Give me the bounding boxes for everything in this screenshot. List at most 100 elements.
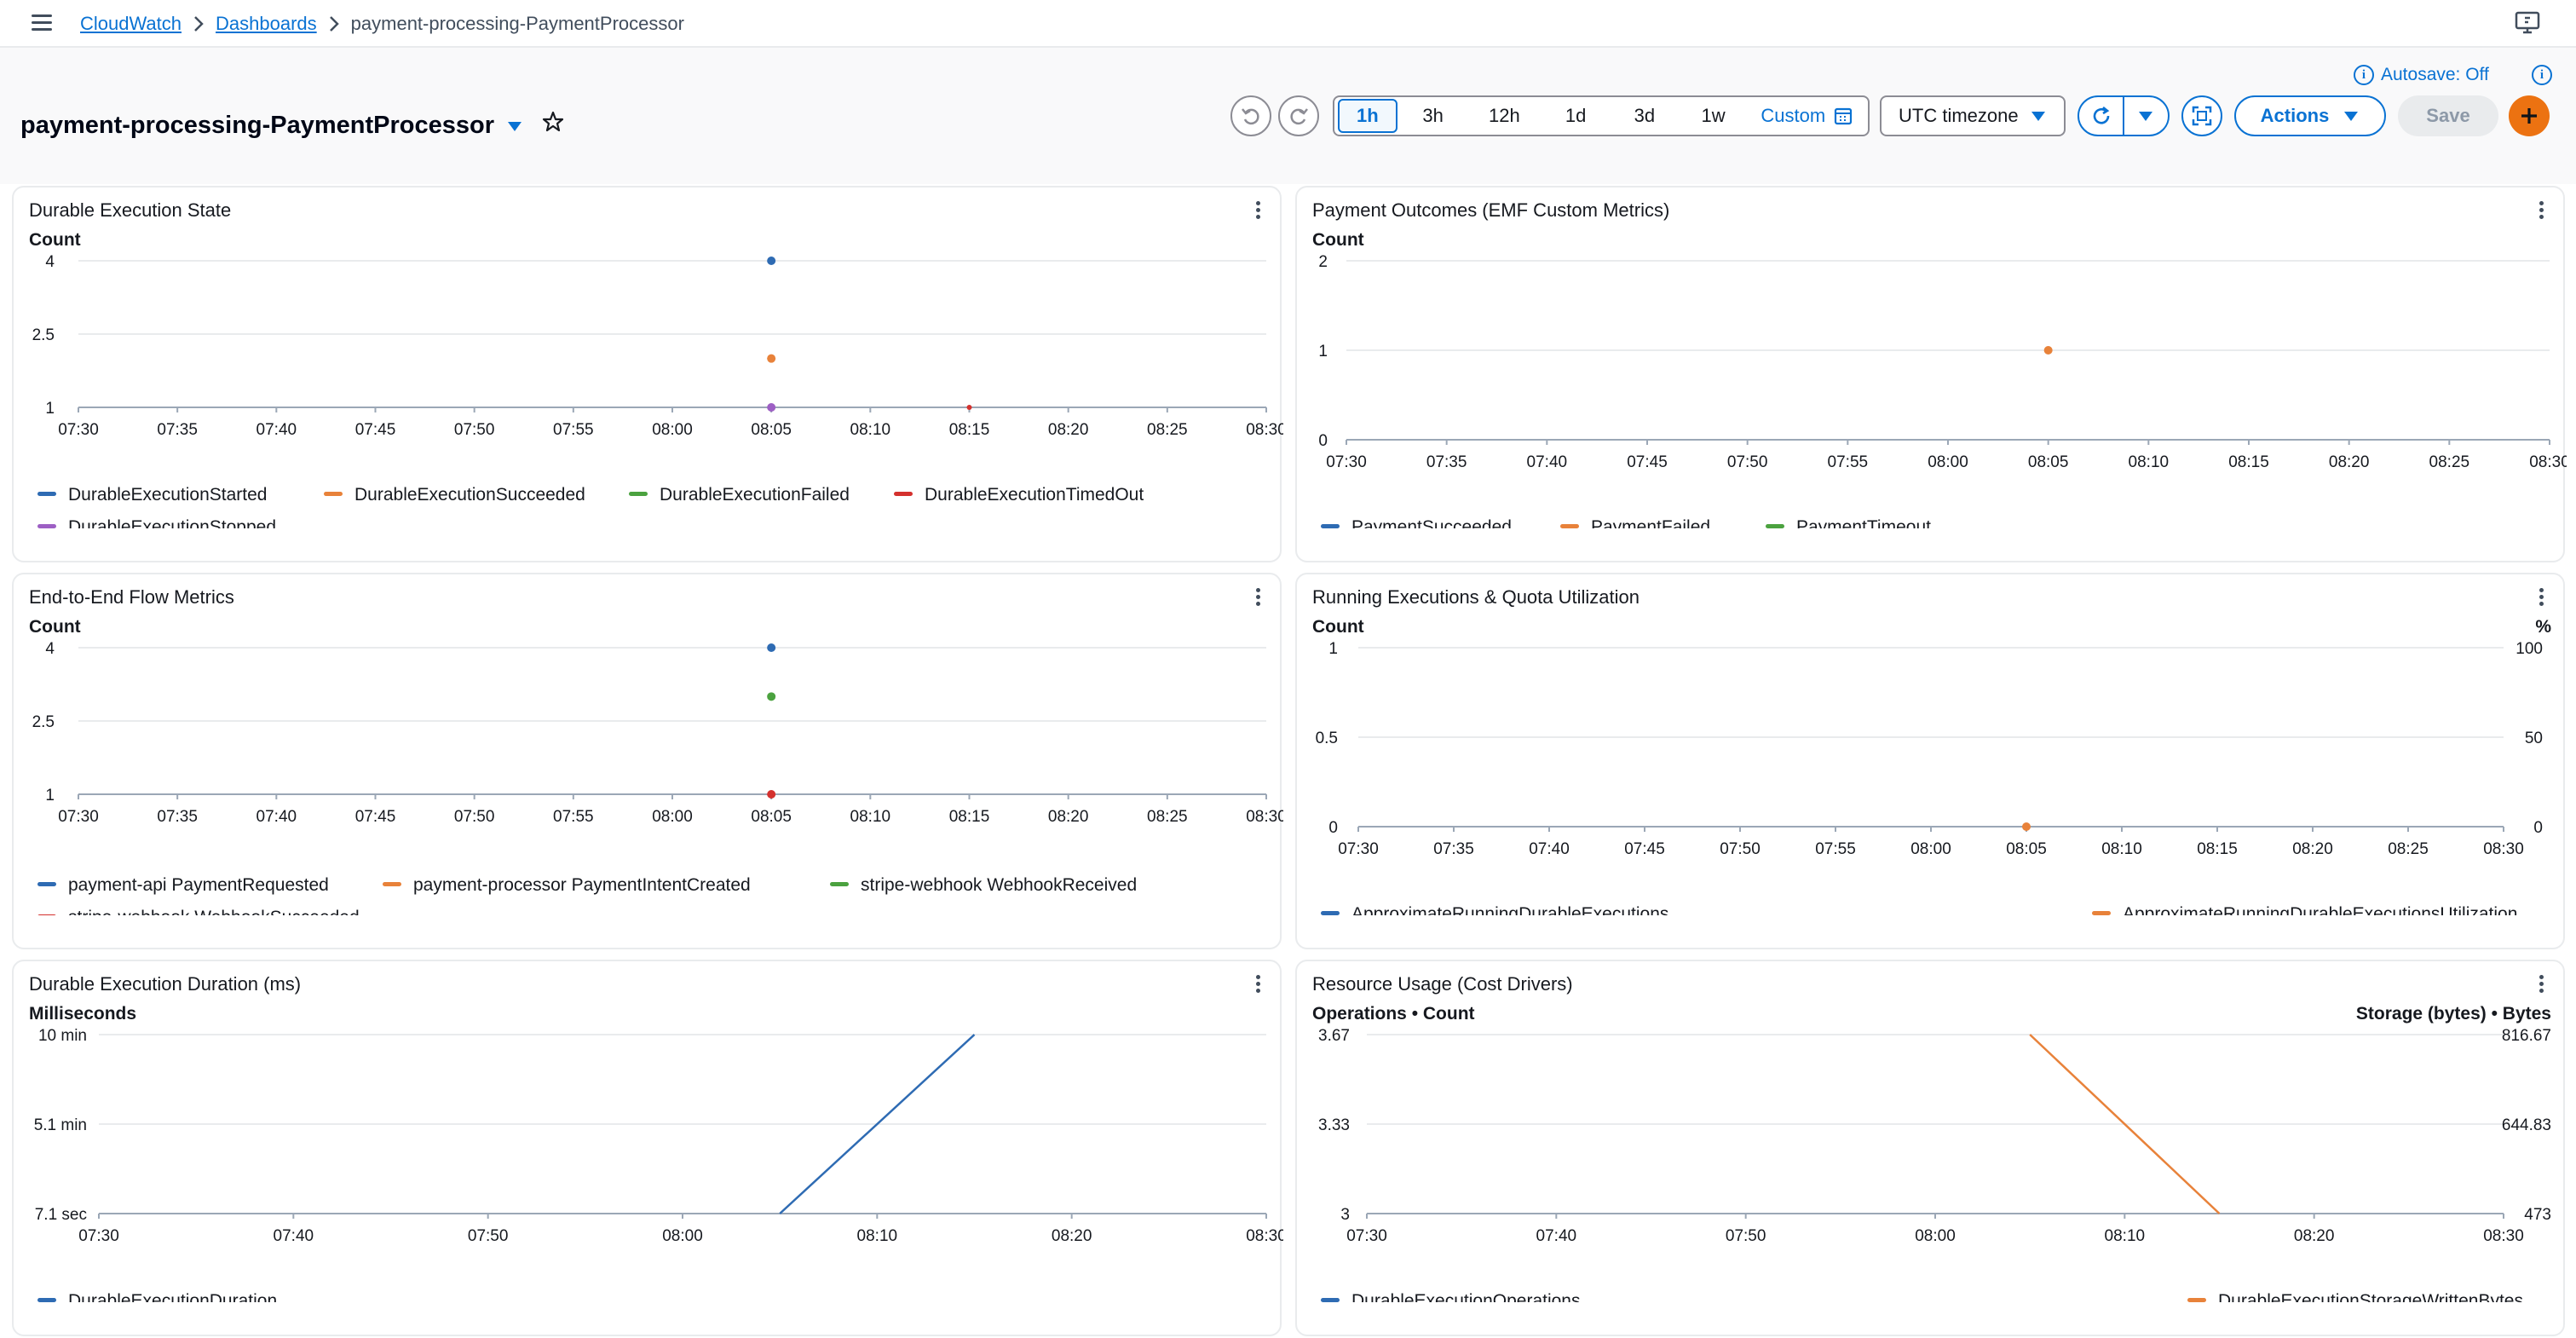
- range-1h-button[interactable]: 1h: [1338, 99, 1397, 133]
- refresh-button[interactable]: [2079, 97, 2123, 135]
- widget-payment-outcomes: Payment Outcomes (EMF Custom Metrics) Co…: [1295, 186, 2567, 562]
- y-tick-label: 4: [45, 253, 55, 271]
- legend-item[interactable]: DurableExecutionOperations: [1351, 1291, 1581, 1302]
- add-widget-button[interactable]: [2509, 95, 2550, 136]
- fullscreen-button[interactable]: [2181, 95, 2222, 136]
- y2-tick-label: 816.67: [2502, 1027, 2551, 1045]
- x-tick-label: 07:50: [468, 1227, 509, 1245]
- save-button[interactable]: Save: [2398, 95, 2498, 136]
- legend-swatch: [37, 1298, 56, 1302]
- y-tick-label: 1: [1328, 640, 1338, 658]
- fullscreen-icon: [2192, 106, 2212, 126]
- dashboard-header: i Autosave: Off i payment-processing-Pay…: [0, 48, 2576, 184]
- legend-item[interactable]: stripe-webhook WebhookReceived: [861, 875, 1137, 895]
- legend-item[interactable]: DurableExecutionDuration: [68, 1291, 277, 1302]
- redo-icon: [1290, 108, 1308, 125]
- legend-item[interactable]: PaymentSucceeded: [1351, 517, 1512, 528]
- refresh-interval-dropdown[interactable]: [2124, 97, 2168, 135]
- x-tick-label: 08:10: [2105, 1227, 2146, 1245]
- legend-item[interactable]: DurableExecutionStorageWrittenBytes: [2218, 1291, 2523, 1302]
- actions-dropdown-button[interactable]: Actions: [2234, 95, 2386, 136]
- legend-item[interactable]: PaymentFailed: [1591, 517, 1710, 528]
- y-axis-title: Count: [29, 230, 81, 250]
- widget-menu-icon[interactable]: [1248, 972, 1268, 997]
- y-tick-label: 0.5: [1316, 730, 1338, 747]
- breadcrumb-cloudwatch-link[interactable]: CloudWatch: [80, 13, 182, 34]
- legend-item[interactable]: ApproximateRunningDurableExecutionsUtili…: [2123, 904, 2517, 915]
- x-tick-label: 07:40: [274, 1227, 314, 1245]
- autosave-toggle[interactable]: i Autosave: Off: [2354, 65, 2489, 85]
- x-tick-label: 08:10: [2129, 453, 2170, 471]
- x-tick-label: 07:55: [1828, 453, 1869, 471]
- top-navigation-bar: CloudWatch Dashboards payment-processing…: [0, 0, 2576, 48]
- widget-durable-execution-duration: Durable Execution Duration (ms) Millisec…: [12, 960, 1283, 1336]
- calendar-icon: [1835, 107, 1853, 125]
- range-12h-button[interactable]: 12h: [1489, 105, 1520, 126]
- y2-axis-title: Storage (bytes) • Bytes: [2356, 1004, 2551, 1024]
- data-point[interactable]: [767, 790, 776, 799]
- legend-item[interactable]: DurableExecutionFailed: [660, 485, 850, 505]
- y-tick-label: 7.1 sec: [35, 1206, 87, 1224]
- legend-item[interactable]: DurableExecutionSucceeded: [354, 485, 585, 505]
- x-tick-label: 08:30: [2483, 840, 2524, 858]
- legend-item[interactable]: payment-api PaymentRequested: [68, 875, 329, 895]
- y-tick-label: 3.67: [1318, 1027, 1350, 1045]
- widget-menu-icon[interactable]: [2531, 585, 2551, 610]
- y2-tick-label: 473: [2524, 1206, 2551, 1224]
- legend-item[interactable]: ApproximateRunningDurableExecutions: [1351, 904, 1668, 915]
- y2-axis-title: %: [2535, 617, 2551, 637]
- data-point[interactable]: [767, 257, 776, 265]
- display-settings-icon[interactable]: [2513, 9, 2542, 37]
- timezone-value: UTC timezone: [1899, 105, 2019, 126]
- legend-item[interactable]: DurableExecutionStopped: [68, 517, 276, 528]
- legend-swatch: [1766, 524, 1784, 528]
- x-tick-label: 08:00: [652, 421, 693, 439]
- hamburger-menu-icon[interactable]: [27, 9, 56, 37]
- timezone-select[interactable]: UTC timezone: [1880, 95, 2066, 136]
- x-tick-label: 08:30: [1246, 421, 1283, 439]
- y2-tick-label: 0: [2533, 819, 2543, 837]
- legend-item[interactable]: DurableExecutionStarted: [68, 485, 267, 505]
- legend-swatch: [37, 492, 56, 496]
- favorite-star-icon[interactable]: [542, 111, 564, 140]
- widget-menu-icon[interactable]: [2531, 972, 2551, 997]
- x-tick-label: 08:20: [1048, 808, 1089, 826]
- x-tick-label: 08:10: [850, 808, 891, 826]
- y-tick-label: 3: [1340, 1206, 1350, 1224]
- range-3d-button[interactable]: 3d: [1634, 105, 1656, 126]
- data-point[interactable]: [767, 692, 776, 701]
- data-point[interactable]: [2043, 346, 2053, 355]
- data-point[interactable]: [767, 643, 776, 652]
- x-tick-label: 07:30: [58, 421, 99, 439]
- legend-item[interactable]: DurableExecutionTimedOut: [925, 485, 1144, 505]
- legend-swatch: [830, 882, 849, 886]
- y-tick-label: 4: [45, 640, 55, 658]
- x-tick-label: 07:40: [1536, 1227, 1577, 1245]
- x-tick-label: 07:30: [78, 1227, 119, 1245]
- help-info-icon[interactable]: i: [2532, 65, 2552, 85]
- x-tick-label: 08:20: [1052, 1227, 1092, 1245]
- legend-item[interactable]: stripe-webhook WebhookSucceeded: [68, 908, 360, 915]
- widget-menu-icon[interactable]: [1248, 585, 1268, 610]
- data-point[interactable]: [767, 354, 776, 363]
- range-3h-button[interactable]: 3h: [1422, 105, 1444, 126]
- legend-swatch: [1321, 1298, 1340, 1302]
- y2-tick-label: 50: [2525, 730, 2543, 747]
- data-point[interactable]: [2022, 822, 2031, 831]
- range-1w-button[interactable]: 1w: [1701, 105, 1726, 126]
- range-custom-button[interactable]: Custom: [1749, 99, 1864, 133]
- undo-button[interactable]: [1230, 95, 1271, 136]
- x-tick-label: 08:00: [1928, 453, 1968, 471]
- data-point[interactable]: [767, 403, 776, 412]
- range-1d-button[interactable]: 1d: [1565, 105, 1587, 126]
- caret-down-icon[interactable]: [506, 112, 523, 140]
- data-point[interactable]: [966, 405, 972, 410]
- widget-menu-icon[interactable]: [2531, 198, 2551, 223]
- legend-swatch: [1321, 911, 1340, 915]
- redo-button[interactable]: [1278, 95, 1319, 136]
- legend-item[interactable]: PaymentTimeout: [1796, 517, 1931, 528]
- breadcrumb-dashboards-link[interactable]: Dashboards: [216, 13, 317, 34]
- legend-item[interactable]: payment-processor PaymentIntentCreated: [413, 875, 751, 895]
- y-tick-label: 3.33: [1318, 1116, 1350, 1134]
- widget-menu-icon[interactable]: [1248, 198, 1268, 223]
